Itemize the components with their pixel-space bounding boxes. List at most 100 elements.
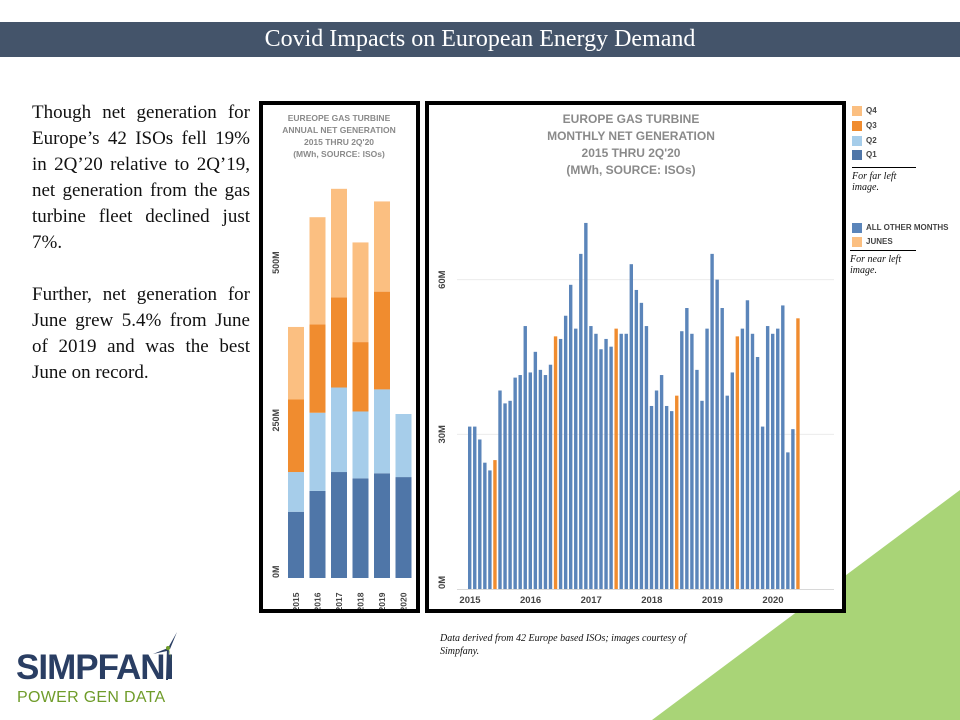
annual-bar-segment-q2 [352, 411, 369, 479]
monthly-bar [478, 439, 482, 589]
monthly-bar [755, 356, 760, 589]
monthly-chart-frame: EUROPE GAS TURBINE MONTHLY NET GENERATION… [425, 101, 846, 613]
legend-label-q2: Q2 [866, 136, 877, 145]
monthly-bar [609, 346, 613, 589]
body-text: Though net generation for Europe’s 42 IS… [32, 100, 250, 412]
legend-label-q1: Q1 [866, 150, 877, 159]
monthly-bar [468, 426, 472, 589]
monthly-chart-title-line: (MWh, SOURCE: ISOs) [566, 163, 695, 177]
annual-bar-segment-q1 [309, 490, 326, 578]
monthly-bar [584, 222, 588, 589]
monthly-bar [685, 308, 689, 589]
body-paragraph-2: Further, net generation for June grew 5.… [32, 284, 250, 383]
monthly-bar [483, 462, 487, 589]
annual-bar-segment-q3 [374, 291, 390, 390]
annual-bar-segment-q3 [331, 297, 347, 388]
legend-label-q3: Q3 [866, 121, 877, 130]
annual-bar-segment-q2 [288, 472, 304, 512]
legend-item-q4: Q4 [852, 106, 877, 116]
monthly-bar [498, 390, 502, 589]
monthly-bar [649, 405, 654, 589]
annual-bar-segment-q2 [374, 389, 390, 474]
annual-net-generation-chart: EUREOPE GAS TURBINE ANNUAL NET GENERATION… [271, 113, 412, 609]
annual-y-tick-label: 500M [271, 251, 281, 274]
legend-item-q3: Q3 [852, 121, 877, 131]
monthly-bar [538, 369, 543, 589]
legend-swatch-q1 [852, 150, 862, 160]
monthly-bar [503, 403, 507, 589]
monthly-bar [589, 326, 593, 589]
monthly-bar [725, 395, 729, 589]
monthly-bar [644, 326, 649, 589]
annual-bar-segment-q2 [395, 414, 412, 478]
monthly-x-tick-label: 2019 [702, 595, 723, 606]
body-paragraph-1: Though net generation for Europe’s 42 IS… [32, 102, 250, 253]
annual-bar-segment-q1 [395, 477, 412, 578]
monthly-bar [569, 284, 573, 589]
legend-note-far-left: For far left image. [852, 171, 897, 193]
monthly-bar [695, 369, 699, 589]
monthly-bar [791, 429, 795, 589]
monthly-net-generation-chart: EUROPE GAS TURBINE MONTHLY NET GENERATION… [437, 112, 834, 606]
monthly-bar [639, 302, 644, 589]
annual-chart-title-line: 2015 THRU 2Q'20 [304, 137, 374, 147]
monthly-bar [473, 426, 477, 589]
annual-bar-segment-q4 [309, 217, 326, 325]
legend-divider [850, 250, 916, 251]
monthly-bar-june [675, 395, 679, 589]
monthly-bar [680, 331, 684, 589]
monthly-bar [765, 326, 770, 589]
monthly-bar [488, 470, 492, 589]
annual-y-tick-label: 0M [271, 565, 281, 578]
annual-chart-title-line: ANNUAL NET GENERATION [282, 125, 396, 135]
annual-bar-segment-q2 [309, 412, 326, 491]
annual-x-tick-label: 2017 [334, 592, 344, 609]
annual-bar-segment-q4 [331, 188, 347, 298]
monthly-bar [760, 426, 765, 589]
annual-chart-title-line: EUREOPE GAS TURBINE [288, 113, 391, 123]
monthly-bar [664, 405, 669, 589]
annual-bar-segment-q4 [374, 201, 390, 292]
monthly-bar [579, 253, 583, 590]
annual-chart-title-line: (MWh, SOURCE: ISOs) [293, 149, 385, 159]
annual-bar-segment-q1 [352, 478, 369, 578]
monthly-bar [710, 253, 714, 590]
legend-swatch-other-months [852, 223, 862, 233]
monthly-bar [599, 349, 603, 589]
annual-x-tick-label: 2015 [291, 592, 301, 609]
annual-bar-segment-q1 [288, 511, 304, 578]
monthly-bar-june [614, 328, 618, 589]
annual-bar-segment-q3 [288, 399, 304, 473]
monthly-bar [508, 400, 512, 589]
legend-label-other-months: ALL OTHER MONTHS [866, 223, 949, 232]
monthly-bar [548, 364, 553, 589]
monthly-bar [558, 338, 563, 589]
annual-bar-segment-q4 [352, 242, 369, 343]
monthly-bar-june [493, 460, 497, 589]
monthly-x-tick-label: 2020 [762, 595, 783, 606]
monthly-bar [730, 372, 734, 589]
annual-bar-segment-q2 [331, 387, 347, 473]
monthly-chart-title-line: EUROPE GAS TURBINE [563, 112, 700, 126]
legend-swatch-junes [852, 237, 862, 247]
monthly-bar [624, 333, 628, 589]
legend-swatch-q2 [852, 136, 862, 146]
monthly-bar [533, 351, 538, 589]
monthly-bar [771, 333, 775, 589]
monthly-chart-title-line: 2015 THRU 2Q'20 [582, 146, 681, 160]
monthly-bar [776, 328, 780, 589]
monthly-bar [715, 279, 719, 589]
legend-swatch-q3 [852, 121, 862, 131]
monthly-bar [619, 333, 623, 589]
monthly-bar [629, 264, 633, 589]
monthly-bar [745, 300, 750, 589]
annual-y-tick-label: 250M [271, 409, 281, 432]
monthly-bar [690, 333, 694, 589]
legend-item-other-months: ALL OTHER MONTHS [852, 223, 949, 233]
legend-label-junes: JUNES [866, 237, 893, 246]
logo-tagline: POWER GEN DATA [17, 689, 166, 706]
wind-turbine-icon [153, 632, 177, 681]
annual-bar-segment-q3 [352, 342, 369, 412]
legend-note-near-left: For near left image. [850, 254, 902, 276]
monthly-x-tick-label: 2018 [641, 595, 662, 606]
